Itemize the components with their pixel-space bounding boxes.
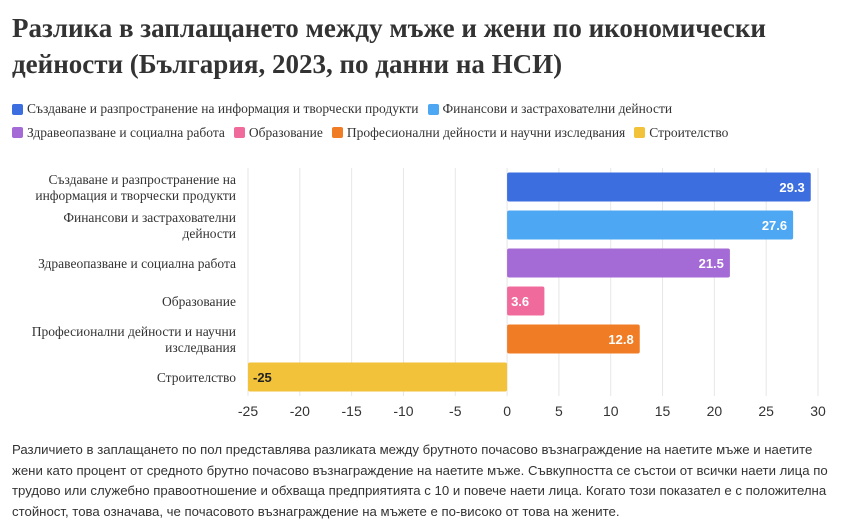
x-tick-label: -10 — [393, 403, 413, 419]
bar — [507, 248, 730, 278]
data-label: 27.6 — [762, 218, 787, 233]
bar — [248, 362, 508, 392]
legend-swatch — [12, 103, 23, 115]
bar-chart: 29.3 Създаване и разпространение на информ… — [32, 168, 826, 419]
x-tick-label: -5 — [449, 403, 462, 419]
category-label: Създаване и разпространение на информация… — [35, 172, 236, 203]
legend-item[interactable]: Професионални дейности и научни изследва… — [331, 122, 626, 144]
x-tick-label: 30 — [810, 403, 826, 419]
chart-note: Различието в заплащането по пол представ… — [12, 442, 828, 519]
x-tick-label: -15 — [342, 403, 362, 419]
x-tick-label: 5 — [555, 403, 563, 419]
category-label: Образование — [162, 294, 236, 309]
category-label: Финансови и застрахователни дейности — [63, 210, 236, 241]
category-label: Строителство — [157, 370, 236, 385]
legend-item[interactable]: Строителство — [634, 122, 728, 144]
bar — [507, 324, 640, 354]
x-tick-label: -20 — [290, 403, 310, 419]
bar — [507, 286, 545, 316]
legend-swatch — [233, 127, 245, 138]
x-tick-label: 0 — [503, 403, 511, 419]
chart-title: Разлика в заплащането между мъже и жени … — [12, 13, 766, 79]
legend-swatch — [427, 103, 439, 115]
legend-swatch — [12, 127, 23, 138]
x-tick-label: 15 — [655, 403, 671, 419]
legend-label: Здравеопазване и социална работа — [27, 124, 225, 140]
data-label: 21.5 — [699, 256, 724, 271]
data-label: 3.6 — [511, 294, 529, 309]
legend-label: Финансови и застрахователни дейности — [442, 101, 673, 116]
data-label: 12.8 — [608, 332, 633, 347]
legend-swatch — [634, 127, 646, 138]
data-label: 29.3 — [779, 180, 804, 195]
bar — [507, 210, 794, 240]
category-label: Здравеопазване и социална работа — [38, 256, 236, 271]
legend-label: Професионални дейности и научни изследва… — [346, 124, 626, 140]
legend-label: Създаване и разпространение на информаци… — [27, 101, 419, 116]
legend-item[interactable]: Създаване и разпространение на информаци… — [12, 98, 419, 120]
x-tick-label: 25 — [758, 403, 774, 419]
category-label: Професионални дейности и научни изследван… — [32, 324, 236, 355]
data-label: -25 — [253, 370, 272, 385]
legend-item[interactable]: Образование — [233, 122, 323, 144]
legend-item[interactable]: Финансови и застрахователни дейности — [427, 98, 673, 120]
x-tick-label: -25 — [238, 403, 258, 419]
x-tick-label: 20 — [707, 403, 723, 419]
legend-label: Образование — [248, 124, 323, 140]
legend-item[interactable]: Здравеопазване и социална работа — [12, 122, 225, 144]
bar — [507, 172, 811, 202]
legend-label: Строителство — [649, 124, 729, 140]
x-tick-label: 10 — [603, 403, 619, 419]
legend-swatch — [331, 127, 343, 138]
legend: Създаване и разпространение на информаци… — [12, 98, 837, 145]
